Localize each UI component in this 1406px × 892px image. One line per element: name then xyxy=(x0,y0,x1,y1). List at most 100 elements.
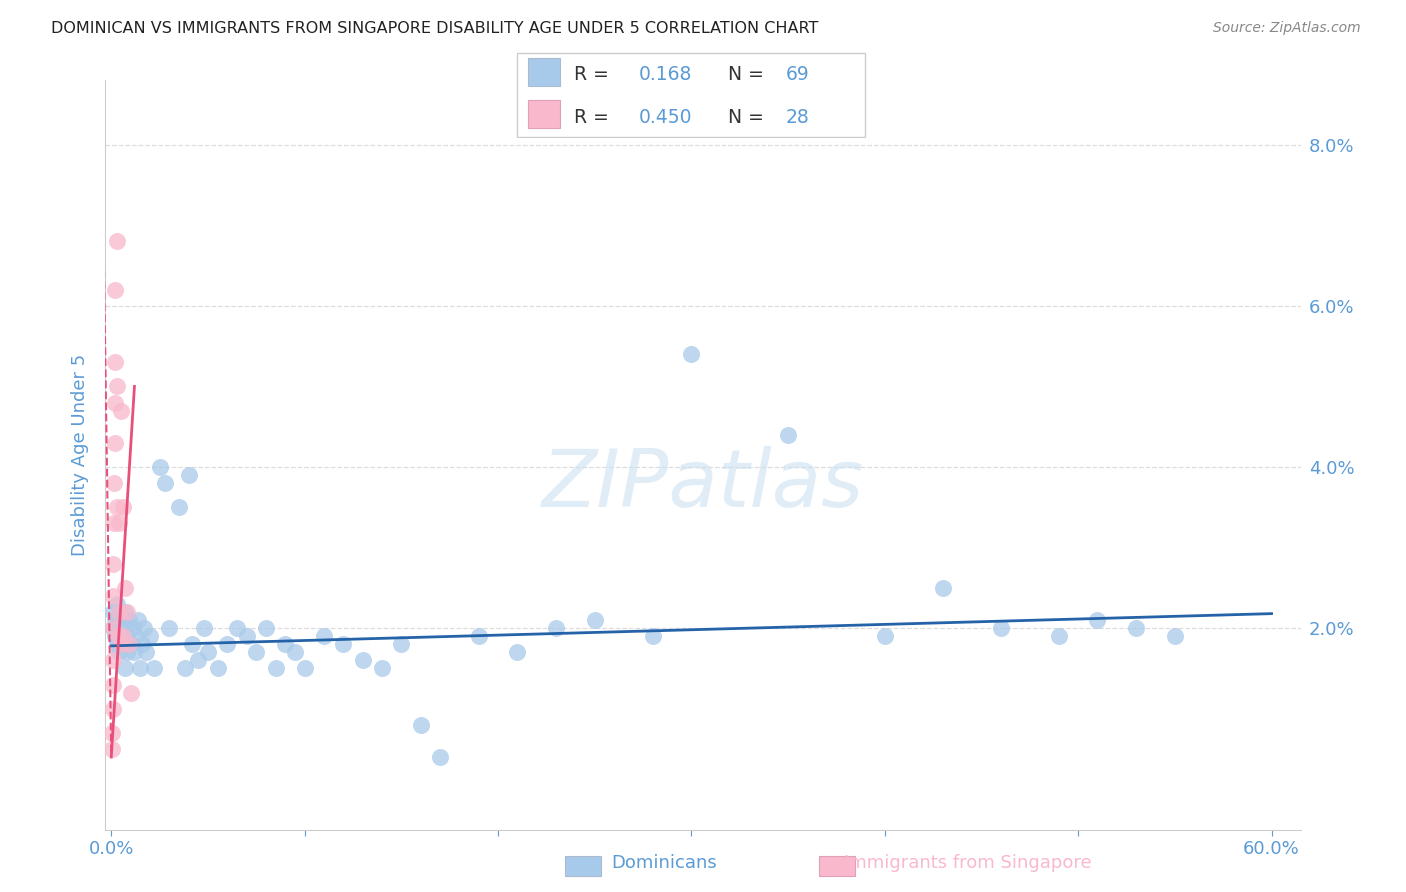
Point xyxy=(990,621,1012,635)
Point xyxy=(111,621,134,635)
Point xyxy=(139,629,162,643)
Point xyxy=(110,403,132,417)
Point xyxy=(103,476,125,491)
Point xyxy=(104,629,127,643)
Point xyxy=(114,661,136,675)
Point xyxy=(131,637,153,651)
Point xyxy=(778,427,800,442)
Point xyxy=(120,685,142,699)
Point xyxy=(115,605,138,619)
Bar xyxy=(527,58,560,86)
Point xyxy=(103,516,125,531)
Point xyxy=(274,637,297,651)
Point xyxy=(108,605,131,619)
Point xyxy=(264,661,287,675)
Point xyxy=(187,653,209,667)
Point xyxy=(167,500,190,515)
Point xyxy=(284,645,307,659)
Point xyxy=(101,726,124,740)
Text: R =: R = xyxy=(574,108,609,128)
Point xyxy=(103,621,125,635)
Point xyxy=(149,460,172,475)
Point xyxy=(332,637,354,651)
Point xyxy=(118,613,141,627)
Point xyxy=(108,645,131,659)
Point xyxy=(103,589,125,603)
Point xyxy=(111,629,134,643)
Text: N =: N = xyxy=(728,64,765,84)
Text: Immigrants from Singapore: Immigrants from Singapore xyxy=(844,855,1091,872)
Y-axis label: Disability Age Under 5: Disability Age Under 5 xyxy=(72,354,90,556)
Point xyxy=(207,661,229,675)
Point xyxy=(1047,629,1070,643)
Point xyxy=(121,621,143,635)
Point xyxy=(135,645,157,659)
Point xyxy=(103,557,125,571)
Point xyxy=(120,637,142,651)
Point xyxy=(409,718,432,732)
Point xyxy=(142,661,165,675)
Text: N =: N = xyxy=(728,108,765,128)
Point xyxy=(111,500,134,515)
Point xyxy=(104,355,127,369)
Text: Source: ZipAtlas.com: Source: ZipAtlas.com xyxy=(1213,21,1361,35)
Point xyxy=(193,621,215,635)
Point xyxy=(105,500,128,515)
Text: R =: R = xyxy=(574,64,609,84)
Point xyxy=(155,476,177,491)
Point xyxy=(108,516,131,531)
Point xyxy=(873,629,896,643)
Text: ZIPatlas: ZIPatlas xyxy=(541,446,865,524)
Point xyxy=(254,621,277,635)
Point xyxy=(101,677,124,691)
Point xyxy=(103,605,125,619)
Point xyxy=(371,661,394,675)
Point xyxy=(103,621,125,635)
Point xyxy=(124,645,146,659)
Bar xyxy=(565,856,600,876)
Point xyxy=(105,597,128,611)
Point xyxy=(114,581,136,595)
Point xyxy=(129,661,152,675)
Point xyxy=(1164,629,1187,643)
Text: Dominicans: Dominicans xyxy=(612,855,717,872)
Point xyxy=(583,613,606,627)
Point xyxy=(641,629,664,643)
Point xyxy=(544,621,567,635)
Point xyxy=(235,629,257,643)
Point xyxy=(108,605,131,619)
Point xyxy=(157,621,180,635)
Point xyxy=(1125,621,1147,635)
Bar xyxy=(527,100,560,128)
Point xyxy=(217,637,239,651)
Point xyxy=(932,581,955,595)
Text: 0.450: 0.450 xyxy=(638,108,692,128)
Point xyxy=(104,613,127,627)
Point xyxy=(681,347,703,361)
Point xyxy=(115,629,138,643)
Point xyxy=(115,645,138,659)
Point xyxy=(197,645,219,659)
Point xyxy=(506,645,529,659)
Point xyxy=(105,637,128,651)
Point xyxy=(173,661,195,675)
Point xyxy=(105,379,128,393)
Point xyxy=(429,750,451,764)
Point xyxy=(294,661,316,675)
Text: 28: 28 xyxy=(786,108,810,128)
Point xyxy=(101,742,124,756)
Point xyxy=(110,637,132,651)
Point xyxy=(114,605,136,619)
Point xyxy=(104,395,127,409)
Point xyxy=(1087,613,1109,627)
Point xyxy=(105,235,128,249)
Point xyxy=(111,637,134,651)
Bar xyxy=(820,856,855,876)
Point xyxy=(125,629,148,643)
Point xyxy=(312,629,335,643)
Point xyxy=(177,468,200,483)
Point xyxy=(389,637,412,651)
Point xyxy=(134,621,156,635)
Text: DOMINICAN VS IMMIGRANTS FROM SINGAPORE DISABILITY AGE UNDER 5 CORRELATION CHART: DOMINICAN VS IMMIGRANTS FROM SINGAPORE D… xyxy=(51,21,818,36)
Point xyxy=(226,621,249,635)
